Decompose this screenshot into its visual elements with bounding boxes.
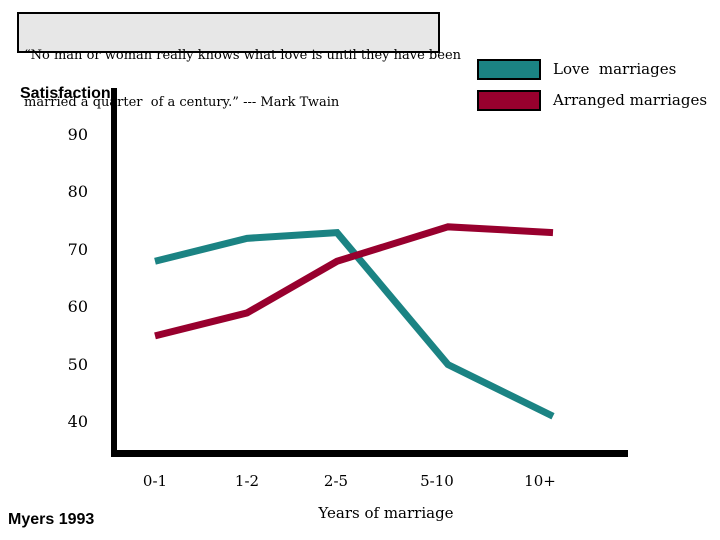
x-tick-label: 1-2 (234, 472, 260, 490)
x-tick-label: 5-10 (420, 472, 454, 490)
legend-label-love: Love marriages (553, 60, 677, 78)
line-series-love-marriages (154, 228, 555, 420)
line-series-arranged-marriages (154, 223, 554, 340)
x-tick-label: 10+ (524, 472, 556, 490)
legend-label-arranged: Arranged marriages (553, 91, 708, 109)
quote-line-2: married a quarter of a century.” --- Mar… (24, 94, 340, 110)
legend-item-love: Love marriages (477, 57, 707, 81)
y-axis-title: Satisfaction (20, 85, 111, 102)
chart-legend: Love marriages Arranged marriages (477, 57, 707, 119)
y-tick-label: 90 (67, 125, 88, 144)
x-axis-line (111, 450, 628, 457)
y-tick-label: 80 (67, 182, 88, 202)
arranged-marriages-swatch (477, 89, 541, 111)
x-tick-label: 0-1 (142, 472, 168, 490)
quote-line-1: “No man or woman really knows what love … (24, 48, 462, 63)
y-axis-line (111, 88, 117, 457)
x-axis-title: Years of marriage (318, 504, 454, 522)
y-tick-label: 50 (67, 354, 88, 374)
quote-box: “No man or woman really knows what love … (17, 12, 461, 110)
y-tick-label: 40 (67, 412, 88, 431)
x-tick-label: 2-5 (323, 472, 349, 490)
y-tick-label: 70 (67, 239, 88, 259)
legend-item-arranged: Arranged marriages (477, 88, 707, 112)
y-tick-label: 60 (67, 297, 88, 317)
love-marriages-swatch (477, 58, 541, 80)
source-citation: Myers 1993 (8, 511, 95, 528)
